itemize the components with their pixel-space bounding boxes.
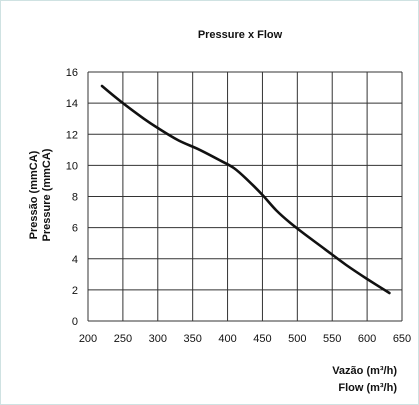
x-tick-label-7: 550 — [323, 333, 341, 345]
y-tick-label-7: 14 — [66, 98, 78, 110]
pressure-curve — [100, 84, 391, 295]
x-tick-label-3: 350 — [183, 333, 201, 345]
grid — [87, 71, 403, 322]
chart-title: Pressure x Flow — [198, 29, 283, 41]
y-tick-labels: 0 2 4 6 8 10 12 14 16 — [66, 67, 78, 328]
y-tick-label-6: 12 — [66, 129, 78, 141]
x-axis-label-pt: Vazão (m³/h) — [332, 365, 397, 377]
x-tick-label-0: 200 — [79, 333, 97, 345]
y-axis-label-en: Pressure (mmCA) — [41, 148, 53, 241]
y-tick-label-1: 2 — [72, 285, 78, 297]
x-tick-label-1: 250 — [114, 333, 132, 345]
x-tick-label-2: 300 — [149, 333, 167, 345]
x-tick-label-9: 650 — [393, 333, 411, 345]
x-axis-label-en: Flow (m³/h) — [338, 382, 397, 394]
y-tick-label-3: 6 — [72, 223, 78, 235]
y-tick-label-4: 8 — [72, 192, 78, 204]
y-axis-label-pt: Pressão (mmCA) — [28, 150, 40, 239]
y-tick-label-0: 0 — [72, 316, 78, 328]
y-tick-label-8: 16 — [66, 67, 78, 79]
x-tick-labels: 200 250 300 350 400 450 500 550 600 650 — [79, 333, 411, 345]
y-tick-label-5: 10 — [66, 160, 78, 172]
x-tick-label-4: 400 — [218, 333, 236, 345]
y-tick-label-2: 4 — [72, 254, 78, 266]
x-tick-label-6: 500 — [288, 333, 306, 345]
x-tick-label-8: 600 — [358, 333, 376, 345]
x-tick-label-5: 450 — [253, 333, 271, 345]
